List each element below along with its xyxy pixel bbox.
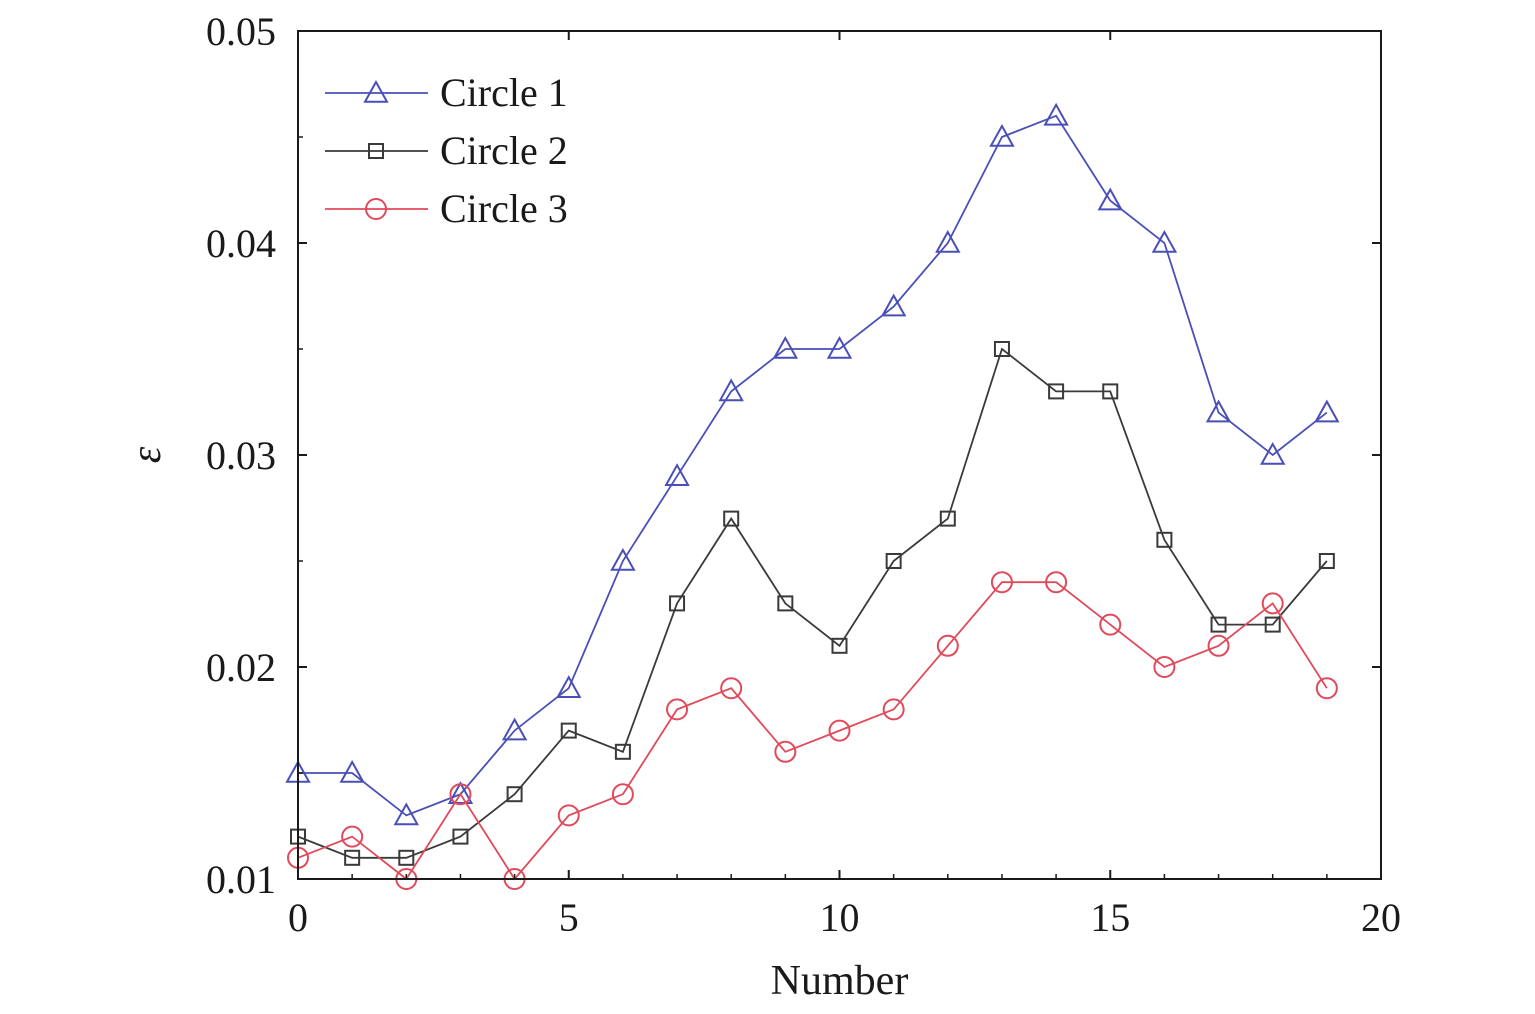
data-point — [777, 595, 794, 612]
legend-label: Circle 2 — [440, 128, 568, 173]
x-tick-label: 0 — [288, 895, 308, 940]
series-line — [298, 114, 1328, 817]
data-point — [447, 781, 474, 804]
data-point — [935, 229, 961, 253]
data-point — [506, 786, 523, 803]
legend-marker — [368, 143, 384, 159]
data-point — [1318, 553, 1335, 569]
x-tick-label: 20 — [1361, 895, 1401, 940]
data-point — [611, 783, 634, 806]
axes: 0 5 10 15 20 0.01 0.02 0.03 0.04 0.05 — [206, 9, 1401, 940]
x-tick-label: 5 — [559, 895, 579, 940]
data-point — [990, 571, 1013, 594]
data-point — [1097, 187, 1123, 211]
data-point — [826, 335, 853, 359]
data-point — [939, 510, 956, 527]
data-point — [557, 804, 580, 827]
data-point — [1048, 383, 1065, 400]
data-point — [1045, 571, 1068, 594]
data-point — [1102, 383, 1119, 400]
data-point — [880, 293, 907, 317]
series-line — [297, 581, 1328, 881]
y-tick-label: 0.04 — [206, 221, 276, 266]
data-point — [1314, 399, 1340, 423]
data-point — [556, 675, 582, 698]
series-1 — [285, 102, 1340, 826]
x-axis-title: Number — [771, 958, 909, 1004]
data-point — [501, 717, 528, 741]
data-point — [828, 719, 851, 742]
series-line — [297, 347, 1328, 859]
y-tick-label: 0.05 — [206, 9, 276, 54]
x-tick-label: 15 — [1090, 895, 1130, 940]
legend-label: Circle 3 — [440, 186, 568, 231]
series-3 — [287, 571, 1338, 890]
data-point — [882, 698, 905, 721]
data-point — [774, 740, 797, 763]
data-point — [452, 828, 469, 845]
legend-label: Circle 1 — [440, 70, 568, 115]
data-point — [1261, 592, 1284, 615]
data-point — [339, 759, 365, 783]
data-point — [1315, 677, 1338, 700]
data-point — [718, 378, 744, 402]
legend-marker — [363, 79, 389, 103]
data-point — [1156, 531, 1173, 548]
y-tick-label: 0.02 — [206, 645, 276, 690]
legend-item-2: Circle 2 — [325, 128, 568, 173]
y-tick-label: 0.03 — [206, 433, 276, 478]
data-point — [723, 510, 740, 527]
data-point — [341, 825, 364, 848]
legend: Circle 1 Circle 2 Circle 3 — [325, 70, 568, 231]
data-point — [449, 783, 472, 806]
y-tick-label: 0.01 — [206, 857, 276, 902]
data-point — [398, 849, 415, 866]
data-point — [1260, 441, 1286, 465]
data-point — [1099, 613, 1122, 636]
data-point — [1207, 634, 1230, 657]
y-axis-title: ε — [124, 446, 170, 463]
data-point — [989, 123, 1015, 147]
data-point — [664, 463, 690, 486]
data-point — [1043, 102, 1069, 126]
legend-item-1: Circle 1 — [325, 70, 568, 115]
data-point — [610, 547, 636, 571]
data-point — [831, 637, 848, 654]
data-point — [1153, 656, 1176, 678]
data-point — [1205, 399, 1232, 423]
data-point — [669, 595, 686, 612]
data-point — [1151, 229, 1178, 253]
data-point — [993, 341, 1010, 357]
data-point — [1264, 616, 1281, 633]
data-point — [614, 743, 631, 760]
data-point — [772, 335, 799, 359]
data-point — [936, 634, 959, 657]
data-point — [885, 553, 902, 569]
data-point — [1210, 616, 1227, 633]
x-tick-label: 10 — [820, 895, 860, 940]
legend-item-3: Circle 3 — [325, 186, 568, 231]
legend-marker — [365, 198, 387, 220]
data-point — [393, 802, 419, 826]
data-point — [560, 722, 577, 739]
data-point — [720, 677, 743, 700]
data-point — [344, 849, 361, 866]
data-point — [666, 698, 689, 721]
series-2 — [290, 341, 1335, 866]
